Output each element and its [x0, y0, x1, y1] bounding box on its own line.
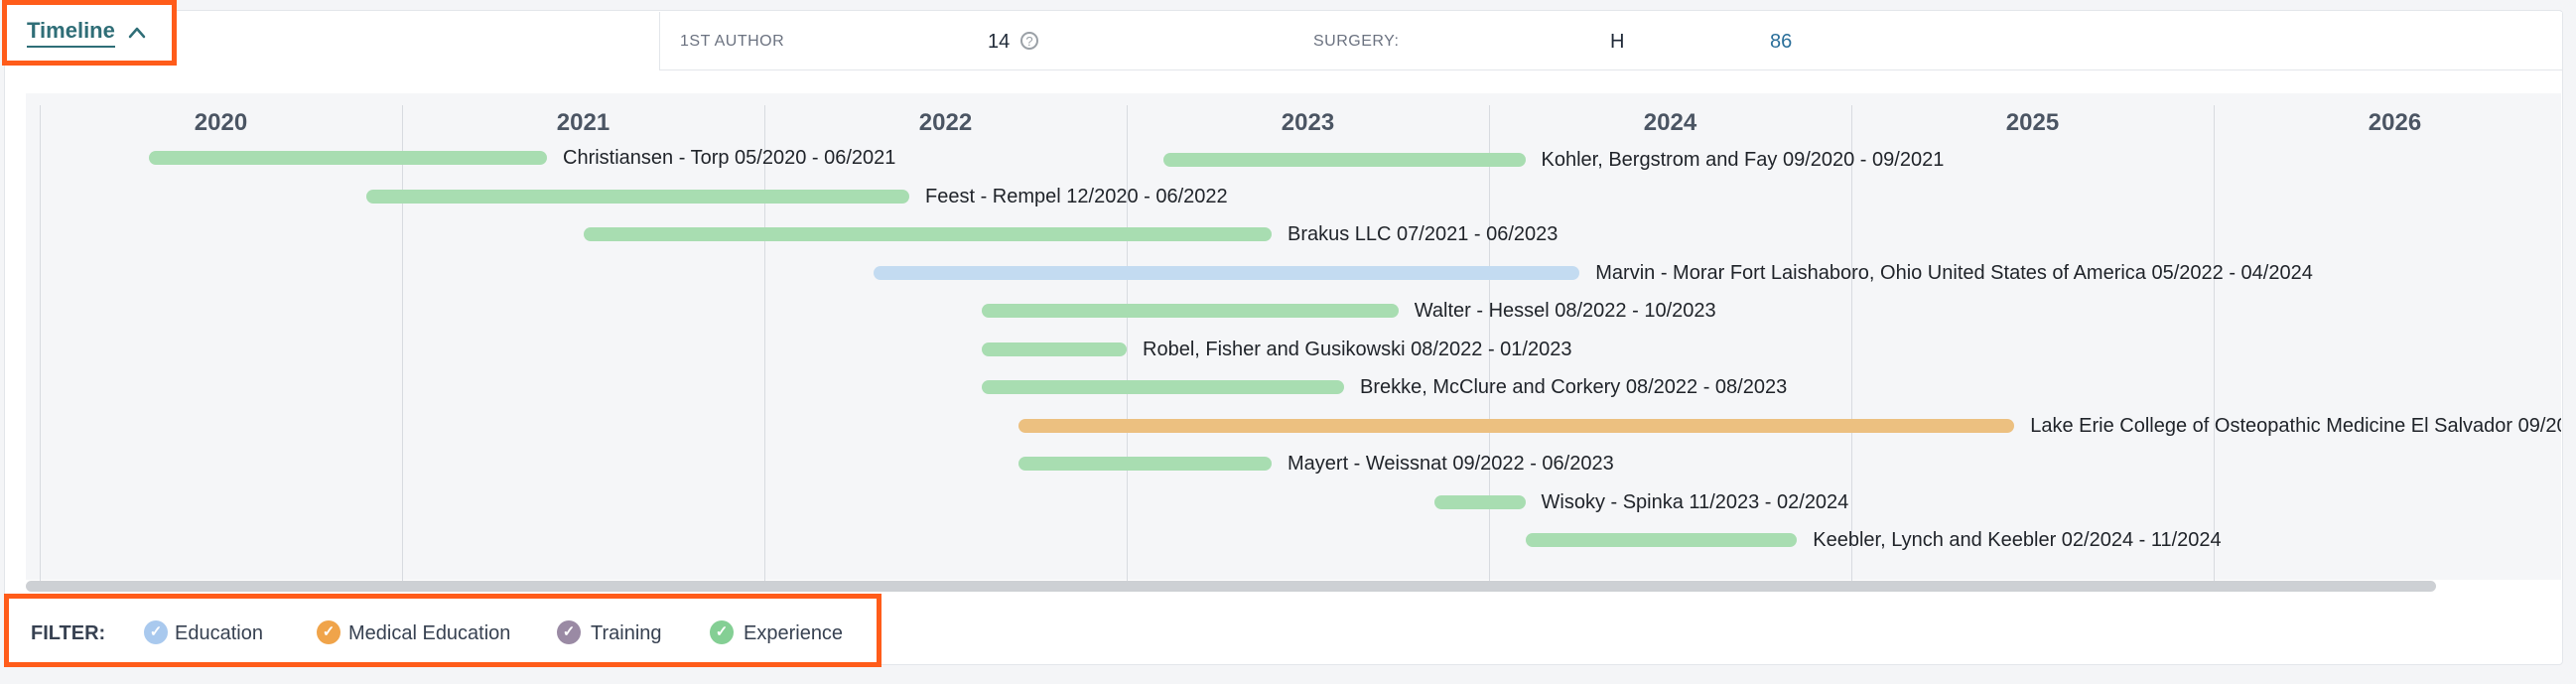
timeline-bar[interactable]: [148, 151, 547, 165]
help-icon[interactable]: ?: [1020, 32, 1038, 50]
timeline-bar[interactable]: [1017, 418, 2015, 433]
year-gridline: [40, 105, 41, 590]
year-label: 2026: [2368, 109, 2422, 136]
timeline-bar-label: Christiansen - Torp 05/2020 - 06/2021: [563, 147, 896, 169]
filter-option-label[interactable]: Medical Education: [348, 622, 511, 644]
timeline-bar[interactable]: [982, 380, 1344, 394]
year-label: 2020: [194, 109, 248, 136]
year-label: 2025: [2005, 109, 2060, 136]
timeline-bar-label: Keebler, Lynch and Keebler 02/2024 - 11/…: [1813, 529, 2222, 551]
timeline-bar-label: Feest - Rempel 12/2020 - 06/2022: [925, 185, 1228, 207]
timeline-bar-label: Walter - Hessel 08/2022 - 10/2023: [1414, 300, 1716, 322]
timeline-bar[interactable]: [1525, 533, 1798, 547]
timeline-bar[interactable]: [982, 304, 1399, 318]
timeline-bar-label: Brekke, McClure and Corkery 08/2022 - 08…: [1360, 376, 1788, 398]
timeline-bar-label: Robel, Fisher and Gusikowski 08/2022 - 0…: [1143, 338, 1572, 360]
filter-option-label[interactable]: Experience: [744, 622, 844, 644]
filter-checkbox-medical-education[interactable]: ✓: [317, 620, 340, 644]
timeline-toggle-label: Timeline: [27, 18, 115, 48]
timeline-bar[interactable]: [365, 189, 909, 204]
year-label: 2022: [918, 109, 973, 136]
timeline-bar[interactable]: [1162, 153, 1526, 167]
timeline-bar-label: Marvin - Morar Fort Laishaboro, Ohio Uni…: [1595, 261, 2313, 284]
year-gridline: [402, 105, 403, 590]
year-gridline: [1127, 105, 1128, 590]
timeline-bar-label: Brakus LLC 07/2021 - 06/2023: [1288, 223, 1559, 245]
year-label: 2021: [556, 109, 610, 136]
year-gridline: [764, 105, 765, 590]
filter-checkbox-education[interactable]: ✓: [144, 620, 168, 644]
timeline-bar[interactable]: [873, 265, 1580, 280]
metrics-bar: 1ST AUTHOR 14 SURGERY: H 86: [659, 12, 2562, 70]
timeline-bar-label: Lake Erie College of Osteopathic Medicin…: [2030, 414, 2561, 437]
year-gridline: [1851, 105, 1852, 590]
filter-bar: FILTER: ✓ Education ✓ Medical Education ✓ Tra…: [4, 594, 881, 667]
filter-title: FILTER:: [31, 622, 106, 644]
first-author-value: 14: [988, 31, 1011, 53]
header-row: Timeline 1ST AUTHOR 14 SURGERY: H 86 ?: [0, 0, 2562, 70]
metric-link[interactable]: 86: [1770, 31, 1793, 53]
filter-checkbox-training[interactable]: ✓: [557, 620, 581, 644]
year-gridline: [1489, 105, 1490, 590]
year-label: 2023: [1281, 109, 1335, 136]
surgery-value: H: [1610, 31, 1625, 53]
year-gridline: [2214, 105, 2215, 590]
timeline-bar-label: Kohler, Bergstrom and Fay 09/2020 - 09/2…: [1541, 149, 1945, 171]
filter-option-label[interactable]: Education: [175, 622, 263, 644]
filter-option-label[interactable]: Training: [591, 622, 662, 644]
timeline-bar[interactable]: [982, 342, 1127, 356]
timeline-bar-label: Wisoky - Spinka 11/2023 - 02/2024: [1541, 490, 1849, 513]
filter-checkbox-experience[interactable]: ✓: [710, 620, 734, 644]
horizontal-scrollbar[interactable]: [26, 581, 2436, 592]
timeline-bar[interactable]: [1017, 457, 1272, 471]
timeline-toggle-button[interactable]: Timeline: [2, 0, 177, 66]
timeline-bar-label: Mayert - Weissnat 09/2022 - 06/2023: [1288, 453, 1614, 475]
timeline-bar[interactable]: [583, 227, 1272, 241]
chevron-up-icon: [128, 27, 146, 39]
timeline-bar[interactable]: [1434, 494, 1526, 509]
surgery-label: SURGERY:: [1313, 33, 1400, 50]
year-label: 2024: [1643, 109, 1697, 136]
timeline-chart: [26, 93, 2561, 580]
first-author-label: 1ST AUTHOR: [680, 33, 785, 50]
